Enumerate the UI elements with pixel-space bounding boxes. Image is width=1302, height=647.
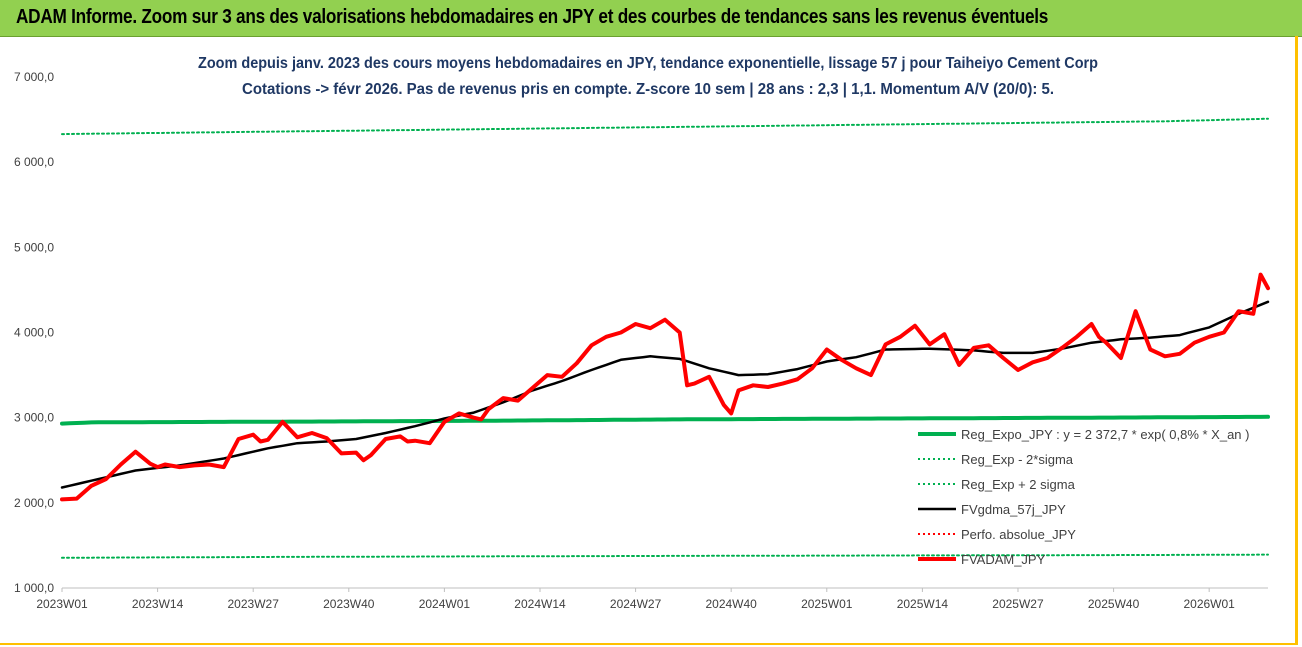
x-tick-label: 2025W01 [801,597,853,611]
x-tick-label: 2023W14 [132,597,184,611]
x-tick-label: 2023W27 [228,597,280,611]
series-line-2 [61,117,1269,136]
x-tick-label: 2024W27 [610,597,662,611]
y-tick-label: 3 000,0 [14,411,54,425]
x-tick-label: 2023W40 [323,597,375,611]
legend-label: FVgdma_57j_JPY [961,502,1066,517]
y-axis: 1 000,0 2 000,0 3 000,0 4 000,0 5 000,0 6 000… [14,70,1268,595]
series-layer [60,117,1270,559]
x-tick-label: 2023W01 [36,597,88,611]
chart-title-line1: Zoom depuis janv. 2023 des cours moyens … [198,55,1098,72]
x-tick-label: 2026W01 [1183,597,1235,611]
y-tick-label: 5 000,0 [14,240,54,254]
x-tick-label: 2024W14 [514,597,566,611]
report-title: ADAM Informe. Zoom sur 3 ans des valoris… [16,6,1049,28]
legend-label: FVADAM_JPY [961,552,1046,567]
x-tick-label: 2025W14 [897,597,949,611]
y-tick-label: 6 000,0 [14,155,54,169]
x-axis: 2023W01 2023W14 2023W27 2023W40 2024W01 2024W… [36,588,1235,611]
y-tick-label: 7 000,0 [14,70,54,84]
x-tick-label: 2024W01 [419,597,471,611]
y-tick-label: 2 000,0 [14,496,54,510]
legend: Reg_Expo_JPY : y = 2 372,7 * exp( 0,8% *… [918,427,1249,567]
x-tick-label: 2025W40 [1088,597,1140,611]
series-line-5 [60,272,1270,502]
chart-title-line2: Cotations -> févr 2026. Pas de revenus p… [242,81,1054,98]
y-tick-label: 4 000,0 [14,326,54,340]
y-tick-label: 1 000,0 [14,581,54,595]
report-banner: ADAM Informe. Zoom sur 3 ans des valoris… [0,0,1302,37]
legend-label: Reg_Exp - 2*sigma [961,452,1074,467]
series-line-0 [60,414,1270,426]
series-line-3 [60,300,1270,489]
series-line-1 [61,553,1269,559]
x-tick-label: 2024W40 [705,597,757,611]
chart-frame-border [0,36,1298,645]
x-tick-label: 2025W27 [992,597,1044,611]
legend-label: Reg_Exp + 2 sigma [961,477,1076,492]
legend-label: Reg_Expo_JPY : y = 2 372,7 * exp( 0,8% *… [961,427,1249,442]
legend-label: Perfo. absolue_JPY [961,527,1076,542]
